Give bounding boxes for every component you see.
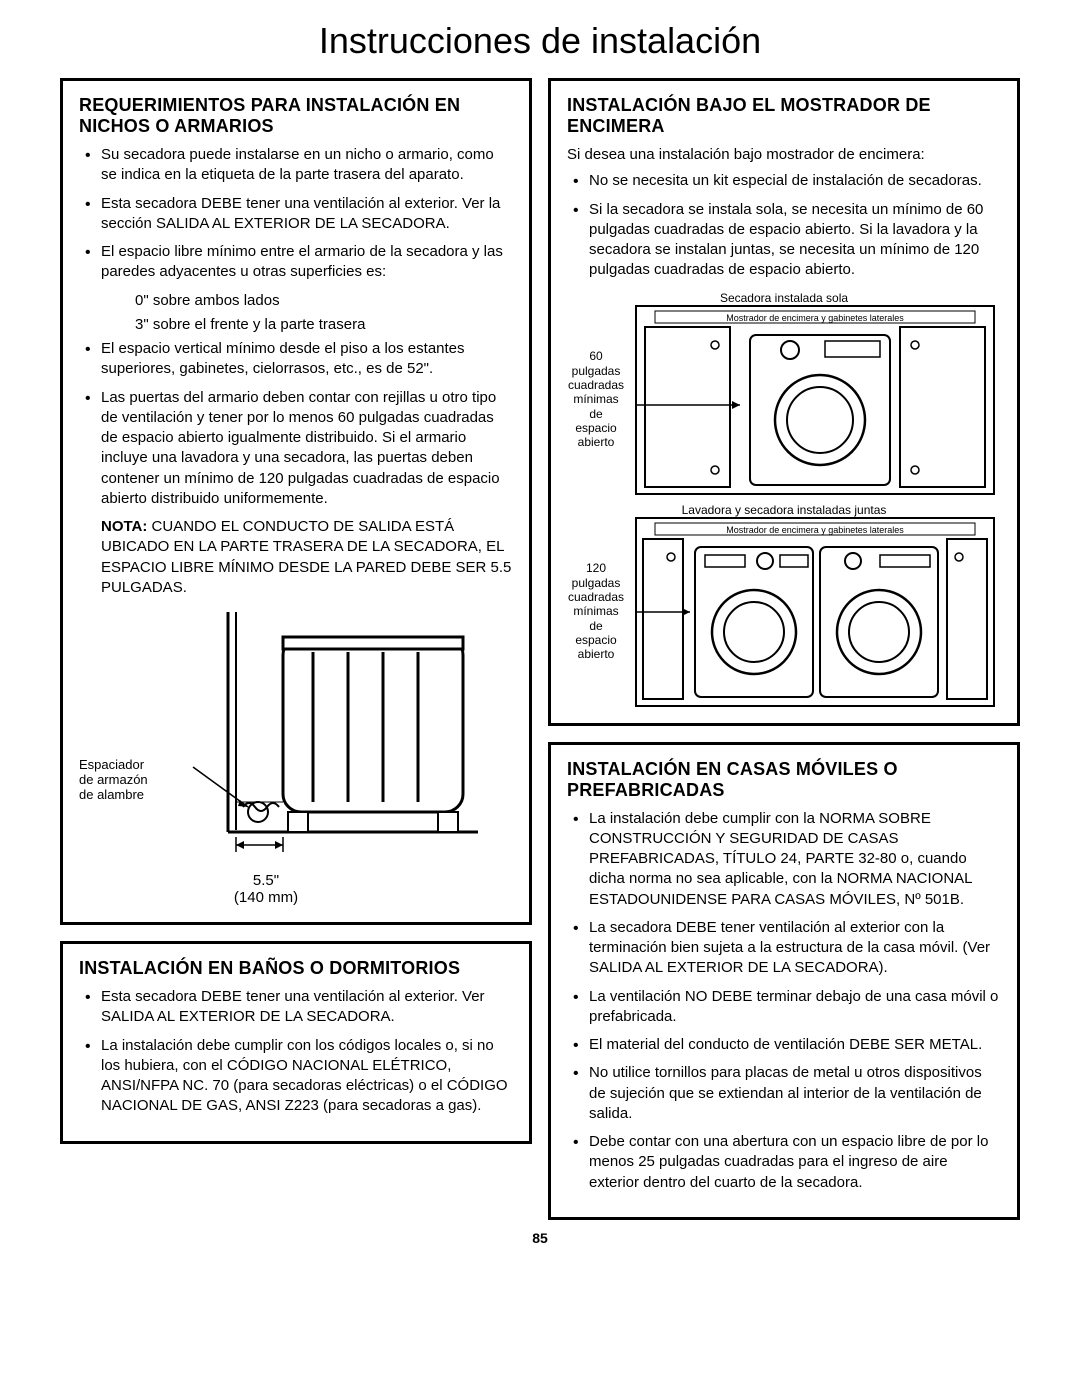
label-line: espacio [567, 633, 625, 647]
section-casas-moviles: INSTALACIÓN EN CASAS MÓVILES O PREFABRIC… [548, 742, 1020, 1220]
diagram-caption: Espaciador de armazón de alambre [79, 757, 148, 802]
nota-text: CUANDO EL CONDUCTO DE SALIDA ESTÁ UBICAD… [101, 518, 511, 596]
fig1-svg: Mostrador de encimera y gabinetes latera… [635, 305, 995, 495]
label-line: mínimas de [567, 604, 625, 633]
caption-line: de armazón [79, 772, 148, 787]
bullets-mostrador: No se necesita un kit especial de instal… [567, 171, 1001, 280]
nota-label: NOTA: [101, 518, 147, 535]
bullet-item: La instalación debe cumplir con los códi… [101, 1036, 513, 1117]
label-line: mínimas [567, 392, 625, 406]
bullets-banos: Esta secadora DEBE tener una ventilación… [79, 987, 513, 1117]
dim-label-1: 5.5" [19, 872, 513, 889]
bullet-item: Esta secadora DEBE tener una ventilación… [101, 987, 513, 1028]
fig2-label: 120 pulgadas cuadradas mínimas de espaci… [567, 561, 625, 662]
fig1-title: Secadora instalada sola [567, 291, 1001, 305]
label-line: abierto [567, 435, 625, 449]
bullet-item: Debe contar con una abertura con un espa… [589, 1132, 1001, 1193]
bullet-item: Su secadora puede instalarse en un nicho… [101, 145, 513, 186]
label-line: pulgadas [567, 576, 625, 590]
sub-line: 3" sobre el frente y la parte trasera [79, 315, 513, 335]
intro-mostrador: Si desea una instalación bajo mostrador … [567, 145, 1001, 165]
label-line: 60 [567, 349, 625, 363]
caption-line: de alambre [79, 787, 148, 802]
right-column: INSTALACIÓN BAJO EL MOSTRADOR DE ENCIMER… [548, 78, 1020, 1220]
bullet-item: Las puertas del armario deben contar con… [101, 388, 513, 510]
bullets-nichos-2: El espacio vertical mínimo desde el piso… [79, 339, 513, 509]
sub-line: 0" sobre ambos lados [79, 291, 513, 311]
section-banos: INSTALACIÓN EN BAÑOS O DORMITORIOS Esta … [60, 941, 532, 1144]
page-number: 85 [60, 1230, 1020, 1246]
bullet-item: Esta secadora DEBE tener una ventilación… [101, 194, 513, 235]
heading-nichos: REQUERIMIENTOS PARA INSTALACIÓN EN NICHO… [79, 95, 513, 137]
fig2-subtitle: Mostrador de encimera y gabinetes latera… [726, 525, 904, 535]
columns: REQUERIMIENTOS PARA INSTALACIÓN EN NICHO… [60, 78, 1020, 1220]
fig2-svg: Mostrador de encimera y gabinetes latera… [635, 517, 995, 707]
bullet-item: Si la secadora se instala sola, se neces… [589, 200, 1001, 281]
section-mostrador: INSTALACIÓN BAJO EL MOSTRADOR DE ENCIMER… [548, 78, 1020, 726]
bullet-item: El material del conducto de ventilación … [589, 1035, 1001, 1055]
label-line: cuadradas [567, 378, 625, 392]
dim-label-2: (140 mm) [19, 889, 513, 906]
left-column: REQUERIMIENTOS PARA INSTALACIÓN EN NICHO… [60, 78, 532, 1220]
diagram-dryer-side: Espaciador de armazón de alambre [79, 612, 513, 906]
heading-mostrador: INSTALACIÓN BAJO EL MOSTRADOR DE ENCIMER… [567, 95, 1001, 137]
page-title: Instrucciones de instalación [60, 20, 1020, 62]
bullet-item: No utilice tornillos para placas de meta… [589, 1063, 1001, 1124]
bullet-item: La ventilación NO DEBE terminar debajo d… [589, 987, 1001, 1028]
caption-line: Espaciador [79, 757, 148, 772]
bullet-item: El espacio vertical mínimo desde el piso… [101, 339, 513, 380]
heading-banos: INSTALACIÓN EN BAÑOS O DORMITORIOS [79, 958, 513, 979]
section-nichos-armarios: REQUERIMIENTOS PARA INSTALACIÓN EN NICHO… [60, 78, 532, 925]
nota: NOTA: CUANDO EL CONDUCTO DE SALIDA ESTÁ … [79, 517, 513, 598]
fig2-title: Lavadora y secadora instaladas juntas [567, 503, 1001, 517]
bullet-item: La instalación debe cumplir con la NORMA… [589, 809, 1001, 910]
fig1-subtitle: Mostrador de encimera y gabinetes latera… [726, 313, 904, 323]
label-line: 120 [567, 561, 625, 575]
bullet-item: La secadora DEBE tener ventilación al ex… [589, 918, 1001, 979]
label-line: pulgadas [567, 364, 625, 378]
bullets-casas-moviles: La instalación debe cumplir con la NORMA… [567, 809, 1001, 1193]
bullet-item: No se necesita un kit especial de instal… [589, 171, 1001, 191]
bullet-item: El espacio libre mínimo entre el armario… [101, 242, 513, 283]
heading-casas-moviles: INSTALACIÓN EN CASAS MÓVILES O PREFABRIC… [567, 759, 1001, 801]
dryer-side-svg [188, 612, 478, 872]
label-line: cuadradas [567, 590, 625, 604]
label-line: de espacio [567, 407, 625, 436]
bullets-nichos-1: Su secadora puede instalarse en un nicho… [79, 145, 513, 283]
fig1-label: 60 pulgadas cuadradas mínimas de espacio… [567, 349, 625, 450]
label-line: abierto [567, 647, 625, 661]
